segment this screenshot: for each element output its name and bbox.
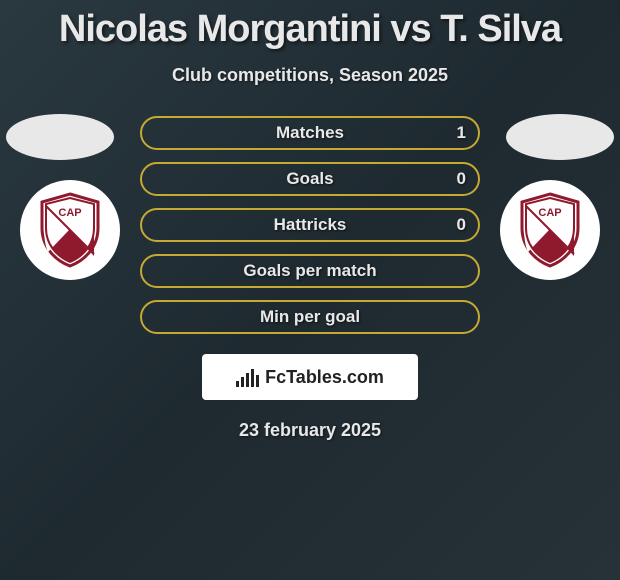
stat-label: Min per goal <box>260 307 360 327</box>
stat-label: Goals <box>286 169 333 189</box>
stat-row-hattricks: Hattricks 0 <box>140 208 480 242</box>
player-photo-right <box>506 114 614 160</box>
brand-text: FcTables.com <box>265 367 384 388</box>
stat-right-value: 0 <box>457 169 466 189</box>
comparison-content: CAP CAP Matches 1 Goals 0 Hattricks 0 <box>0 116 620 441</box>
stat-right-value: 0 <box>457 215 466 235</box>
svg-text:CAP: CAP <box>58 207 81 219</box>
stat-row-goals-per-match: Goals per match <box>140 254 480 288</box>
player-photo-left <box>6 114 114 160</box>
stat-row-matches: Matches 1 <box>140 116 480 150</box>
comparison-date: 23 february 2025 <box>0 420 620 441</box>
shield-icon: CAP <box>38 192 102 268</box>
stat-label: Matches <box>276 123 344 143</box>
comparison-title: Nicolas Morgantini vs T. Silva <box>0 0 620 51</box>
chart-icon <box>236 367 259 387</box>
shield-icon: CAP <box>518 192 582 268</box>
comparison-subtitle: Club competitions, Season 2025 <box>0 65 620 86</box>
stat-row-min-per-goal: Min per goal <box>140 300 480 334</box>
svg-text:CAP: CAP <box>538 207 561 219</box>
club-badge-left: CAP <box>20 180 120 280</box>
stat-right-value: 1 <box>457 123 466 143</box>
stat-label: Goals per match <box>243 261 376 281</box>
stat-row-goals: Goals 0 <box>140 162 480 196</box>
brand-logo[interactable]: FcTables.com <box>202 354 418 400</box>
club-badge-right: CAP <box>500 180 600 280</box>
stat-label: Hattricks <box>274 215 347 235</box>
stats-list: Matches 1 Goals 0 Hattricks 0 Goals per … <box>140 116 480 334</box>
